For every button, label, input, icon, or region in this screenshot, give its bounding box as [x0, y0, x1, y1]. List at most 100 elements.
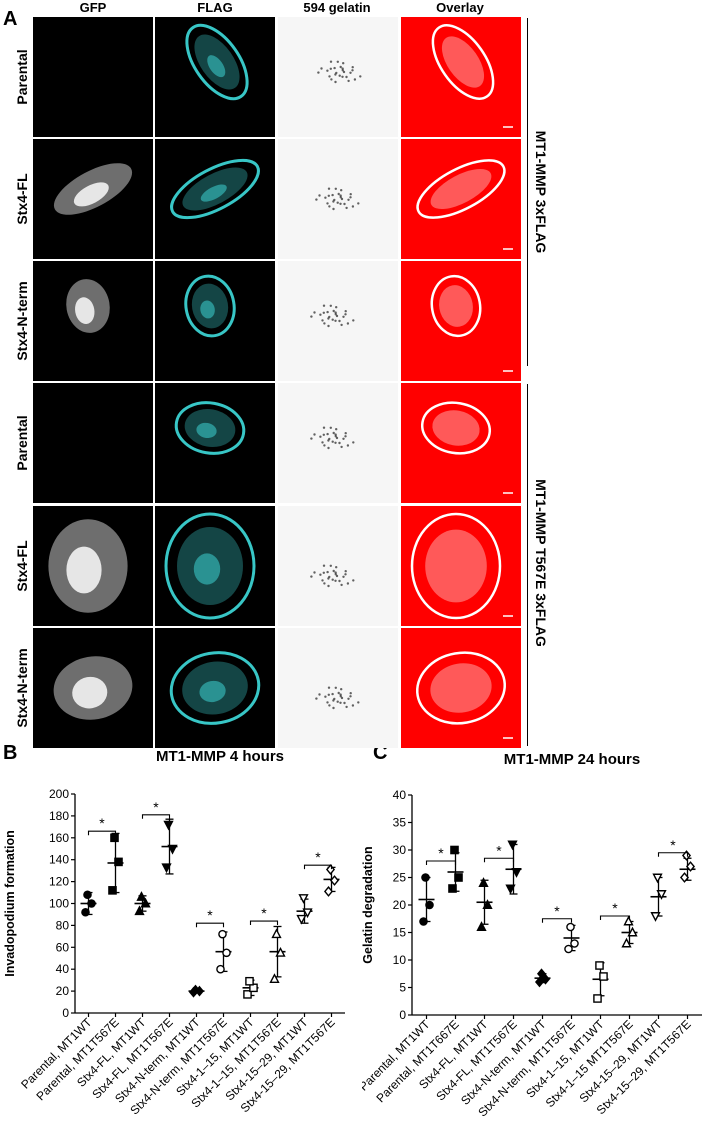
chart-b-point-2-0	[134, 905, 145, 916]
chart-b-point-7-1	[275, 946, 286, 957]
chart-b-group-9	[323, 864, 340, 897]
chart-c-point-7-1	[627, 926, 638, 937]
chart-c-point-0-0	[419, 917, 428, 926]
chart-b-group-8	[296, 894, 313, 925]
chart-c-sig-bracket-3	[599, 915, 631, 920]
chart-b-ytick-label-5: 100	[49, 897, 69, 911]
chart-b-point-8-1	[302, 908, 313, 919]
chart-b-point-1-0	[108, 886, 117, 895]
micrograph-overlay-row-2	[401, 139, 521, 259]
chart-c-sig-bracket-0	[425, 860, 457, 865]
micrograph-gfp-row-4	[33, 383, 153, 503]
chart-c-ytick-label-0: 0	[399, 1008, 406, 1022]
chart-c-group-3	[505, 840, 522, 895]
chart-c-ytick-label-6: 30	[393, 843, 407, 857]
micrograph-overlay-row-4	[401, 383, 521, 503]
chart-b-point-2-1	[140, 897, 151, 908]
chart-b-sig-bracket-2	[195, 922, 225, 928]
chart-c-point-1-1	[454, 873, 463, 882]
chart-c-group-9	[679, 850, 696, 883]
micrograph-gfp-row-1	[33, 17, 153, 137]
chart-b-group-0	[80, 890, 97, 917]
chart-b-ytick-label-7: 140	[49, 853, 69, 867]
chart-b-point-3-0	[161, 863, 172, 874]
micrograph-gelatin-row-1	[278, 17, 398, 137]
group-bracket-2	[527, 384, 528, 746]
chart-c-sig-bracket-2	[541, 918, 573, 923]
chart-c-point-6-2	[595, 961, 604, 970]
micrograph-flag-row-6	[155, 628, 275, 748]
chart-b-point-8-2	[298, 894, 309, 904]
column-header-flag: FLAG	[197, 0, 233, 15]
chart-b-point-8-0	[296, 914, 307, 925]
chart-c-point-7-0	[621, 937, 632, 948]
chart-b-point-9-2	[325, 864, 336, 875]
chart-b-ytick-label-3: 60	[56, 940, 70, 954]
micrograph-gfp-row-3	[33, 261, 153, 381]
chart-b-title: MT1-MMP 4 hours	[155, 748, 285, 765]
chart-b-point-5-1	[222, 948, 231, 958]
micrograph-overlay-row-1	[401, 17, 521, 137]
chart-c-ytick-label-5: 25	[393, 871, 407, 885]
chart-b-group-3	[161, 818, 178, 875]
chart-c-group-4	[534, 968, 551, 988]
chart-b-ytick-label-4: 80	[56, 918, 70, 932]
chart-c-ylabel: Gelatin degradation	[362, 846, 375, 963]
chart-b-point-5-0	[216, 964, 225, 974]
chart-b-group-7	[269, 925, 286, 983]
chart-c-group-1	[447, 845, 464, 893]
chart-b-sig-star-0: *	[99, 815, 105, 831]
chart-b-group-1	[107, 832, 124, 895]
chart-b-point-0-0	[81, 907, 90, 917]
chart-b-group-5	[215, 929, 232, 974]
chart-b-point-3-1	[167, 844, 178, 855]
chart-b-ytick-label-9: 180	[49, 809, 69, 823]
chart-b-group-6	[242, 976, 259, 999]
chart-b-point-1-2	[110, 833, 119, 843]
chart-b-point-3-2	[163, 820, 174, 831]
chart-c-point-8-1	[656, 890, 667, 900]
chart-c-point-2-1	[482, 899, 493, 909]
chart-c-point-2-0	[476, 921, 487, 931]
chart-c-point-0-1	[425, 900, 434, 910]
chart-c-sig-star-3: *	[612, 900, 618, 916]
chart-c-title: MT1-MMP 24 hours	[503, 751, 641, 768]
chart-c-group-7	[621, 915, 638, 948]
chart-c-point-6-0	[593, 994, 602, 1003]
chart-b-point-0-2	[83, 890, 92, 900]
chart-b-sig-star-4: *	[315, 849, 321, 865]
chart-b-point-9-0	[323, 886, 334, 897]
micrograph-overlay-row-3	[401, 261, 521, 381]
micrograph-gelatin-row-6	[278, 628, 398, 748]
column-header-gfp: GFP	[79, 0, 107, 15]
chart-c-ytick-label-4: 20	[393, 898, 407, 912]
chart-b-point-6-2	[245, 976, 254, 986]
chart-c-ytick-label-1: 5	[399, 981, 406, 995]
chart-b: 0 20 40 60 80 100 120 140 160 180 200 Invadopodium …	[3, 787, 345, 1118]
chart-c-sig-star-1: *	[496, 842, 502, 858]
micrograph-overlay-row-5	[401, 506, 521, 626]
chart-c-sig-bracket-1	[483, 857, 515, 863]
chart-c-point-4-2	[536, 968, 547, 980]
chart-b-sig-bracket-4	[303, 864, 333, 870]
chart-c-point-9-2	[681, 850, 692, 861]
micrograph-gelatin-row-5	[278, 506, 398, 626]
micrograph-flag-row-2	[155, 139, 275, 259]
micrograph-gfp-row-2	[33, 139, 153, 259]
chart-c-point-9-1	[685, 861, 696, 872]
chart-b-point-2-2	[136, 891, 147, 901]
chart-b-ylabel: Invadopodium formation	[3, 830, 17, 977]
micrograph-gelatin-row-4	[278, 383, 398, 503]
chart-c-point-3-0	[505, 884, 516, 895]
column-header-overlay: Overlay	[436, 0, 484, 15]
panel-letter-a: A	[3, 8, 18, 30]
chart-c-point-2-2	[478, 877, 489, 887]
chart-b-sig-bracket-3	[249, 920, 279, 926]
micrograph-gfp-row-6	[33, 628, 153, 748]
chart-c-point-4-1	[540, 973, 551, 985]
chart-c-point-5-0	[564, 944, 573, 954]
chart-c-group-6	[592, 961, 609, 1003]
chart-b-point-7-0	[269, 973, 280, 983]
micrograph-overlay-row-6	[401, 628, 521, 748]
